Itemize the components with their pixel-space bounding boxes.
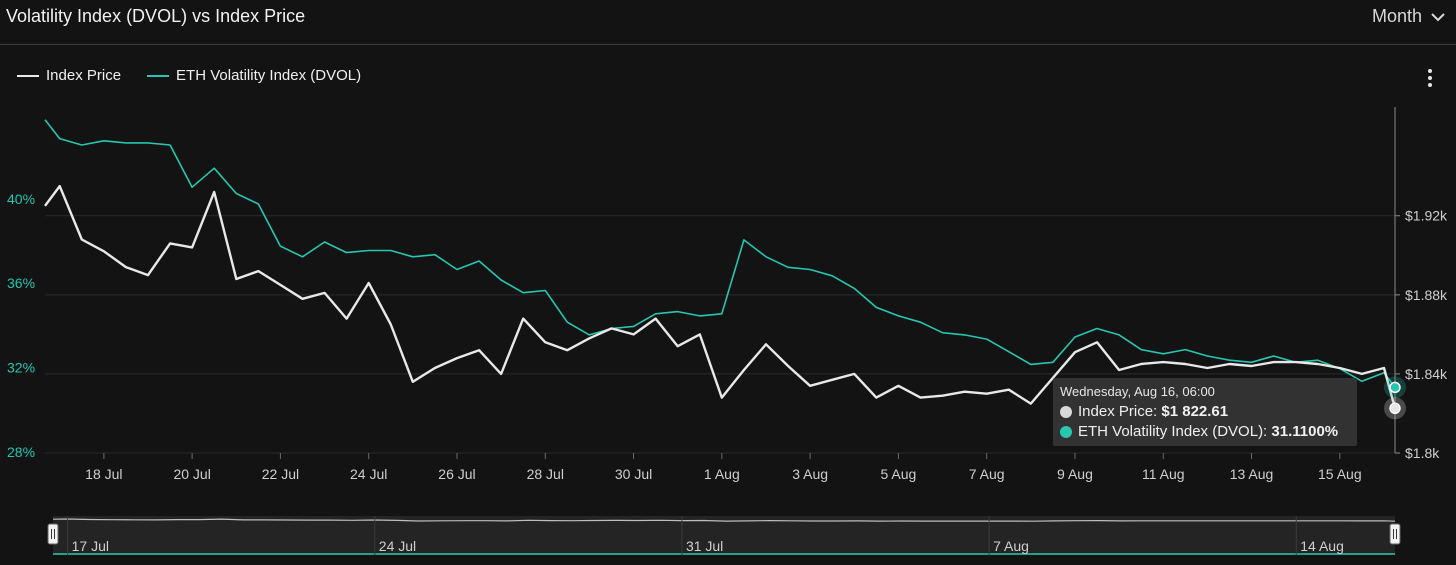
legend-swatch-index-price — [17, 74, 39, 77]
navigator-label: 7 Aug — [993, 538, 1029, 554]
y-right-tick-label: $1.88k — [1405, 287, 1448, 303]
navigator-label: 31 Jul — [686, 538, 723, 554]
tooltip-dot-price — [1060, 405, 1072, 418]
x-tick-label: 22 Jul — [262, 466, 299, 482]
tooltip-row-price: Index Price: $1 822.61 — [1060, 403, 1228, 420]
y-left-tick-label: 28% — [7, 444, 35, 460]
x-tick-label: 3 Aug — [792, 466, 828, 482]
tooltip-price-value: $1 822.61 — [1161, 403, 1229, 420]
tooltip-dvol-value: 31.1100% — [1271, 423, 1339, 440]
navigator-label: 24 Jul — [379, 538, 416, 554]
chart-legend: Index Price ETH Volatility Index (DVOL) — [17, 67, 361, 84]
period-dropdown[interactable]: Month — [1372, 6, 1446, 27]
x-tick-label: 9 Aug — [1057, 466, 1093, 482]
chart-header: Volatility Index (DVOL) vs Index Price M… — [0, 0, 1456, 45]
y-right-tick-label: $1.84k — [1405, 366, 1448, 382]
navigator-label: 14 Aug — [1300, 538, 1344, 554]
x-tick-label: 5 Aug — [880, 466, 916, 482]
navigator-label: 17 Jul — [72, 538, 109, 554]
x-tick-label: 18 Jul — [85, 466, 122, 482]
navigator-handle-right[interactable] — [1389, 523, 1401, 545]
x-tick-label: 7 Aug — [969, 466, 1005, 482]
navigator-handle-left[interactable] — [47, 523, 59, 545]
x-tick-label: 24 Jul — [350, 466, 387, 482]
series-line-dvol — [44, 119, 1396, 388]
chart-tooltip: Wednesday, Aug 16, 06:00 Index Price: $1… — [1053, 378, 1357, 446]
x-tick-label: 26 Jul — [438, 466, 475, 482]
tooltip-price-label: Index Price: — [1078, 403, 1158, 420]
tooltip-dot-dvol — [1060, 425, 1072, 438]
x-tick-label: 1 Aug — [704, 466, 740, 482]
legend-swatch-dvol — [147, 74, 170, 77]
y-left-tick-label: 40% — [7, 191, 35, 207]
y-left-tick-label: 32% — [7, 360, 35, 376]
tooltip-date: Wednesday, Aug 16, 06:00 — [1060, 384, 1215, 399]
period-label: Month — [1371, 6, 1422, 26]
more-menu-icon[interactable] — [1420, 66, 1440, 92]
price-marker — [1389, 402, 1401, 415]
x-tick-label: 30 Jul — [615, 466, 652, 482]
x-tick-label: 13 Aug — [1230, 466, 1274, 482]
chevron-down-icon — [1431, 12, 1445, 21]
navigator-price-line — [52, 518, 1396, 522]
dvol-marker — [1389, 381, 1401, 394]
y-left-tick-label: 36% — [7, 275, 35, 291]
tooltip-dvol-label: ETH Volatility Index (DVOL): — [1078, 423, 1268, 440]
navigator-area[interactable] — [53, 516, 1395, 555]
y-right-tick-label: $1.92k — [1405, 208, 1448, 224]
x-tick-label: 11 Aug — [1142, 466, 1185, 482]
y-right-tick-label: $1.8k — [1405, 445, 1440, 461]
x-tick-label: 20 Jul — [173, 466, 210, 482]
chart-title: Volatility Index (DVOL) vs Index Price — [6, 6, 306, 26]
x-tick-label: 15 Aug — [1318, 466, 1362, 482]
legend-label-index-price: Index Price — [46, 67, 122, 84]
legend-item-dvol[interactable]: ETH Volatility Index (DVOL) — [147, 67, 361, 84]
legend-item-index-price[interactable]: Index Price — [17, 67, 121, 84]
x-tick-label: 28 Jul — [527, 466, 564, 482]
tooltip-row-dvol: ETH Volatility Index (DVOL): 31.1100% — [1060, 423, 1338, 440]
legend-label-dvol: ETH Volatility Index (DVOL) — [176, 67, 362, 84]
series-line-index-price — [44, 184, 1397, 409]
